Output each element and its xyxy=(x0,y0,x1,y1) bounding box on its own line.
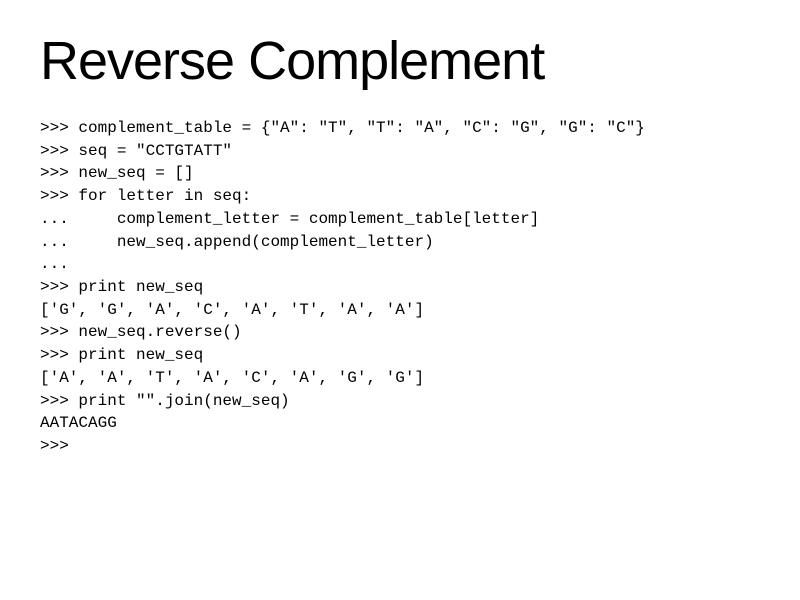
code-line: >>> seq = "CCTGTATT" xyxy=(40,140,760,163)
code-line: ... new_seq.append(complement_letter) xyxy=(40,231,760,254)
code-line: ... xyxy=(40,253,760,276)
code-line: >>> new_seq = [] xyxy=(40,162,760,185)
code-line: AATACAGG xyxy=(40,412,760,435)
code-line: >>> xyxy=(40,435,760,458)
code-line: >>> print new_seq xyxy=(40,344,760,367)
code-line: >>> print "".join(new_seq) xyxy=(40,390,760,413)
code-line: ['A', 'A', 'T', 'A', 'C', 'A', 'G', 'G'] xyxy=(40,367,760,390)
code-line: >>> new_seq.reverse() xyxy=(40,321,760,344)
code-block: >>> complement_table = {"A": "T", "T": "… xyxy=(40,117,760,458)
code-line: ['G', 'G', 'A', 'C', 'A', 'T', 'A', 'A'] xyxy=(40,299,760,322)
code-line: ... complement_letter = complement_table… xyxy=(40,208,760,231)
slide: Reverse Complement >>> complement_table … xyxy=(0,0,800,600)
code-line: >>> for letter in seq: xyxy=(40,185,760,208)
code-line: >>> print new_seq xyxy=(40,276,760,299)
slide-title: Reverse Complement xyxy=(40,30,760,92)
code-line: >>> complement_table = {"A": "T", "T": "… xyxy=(40,117,760,140)
